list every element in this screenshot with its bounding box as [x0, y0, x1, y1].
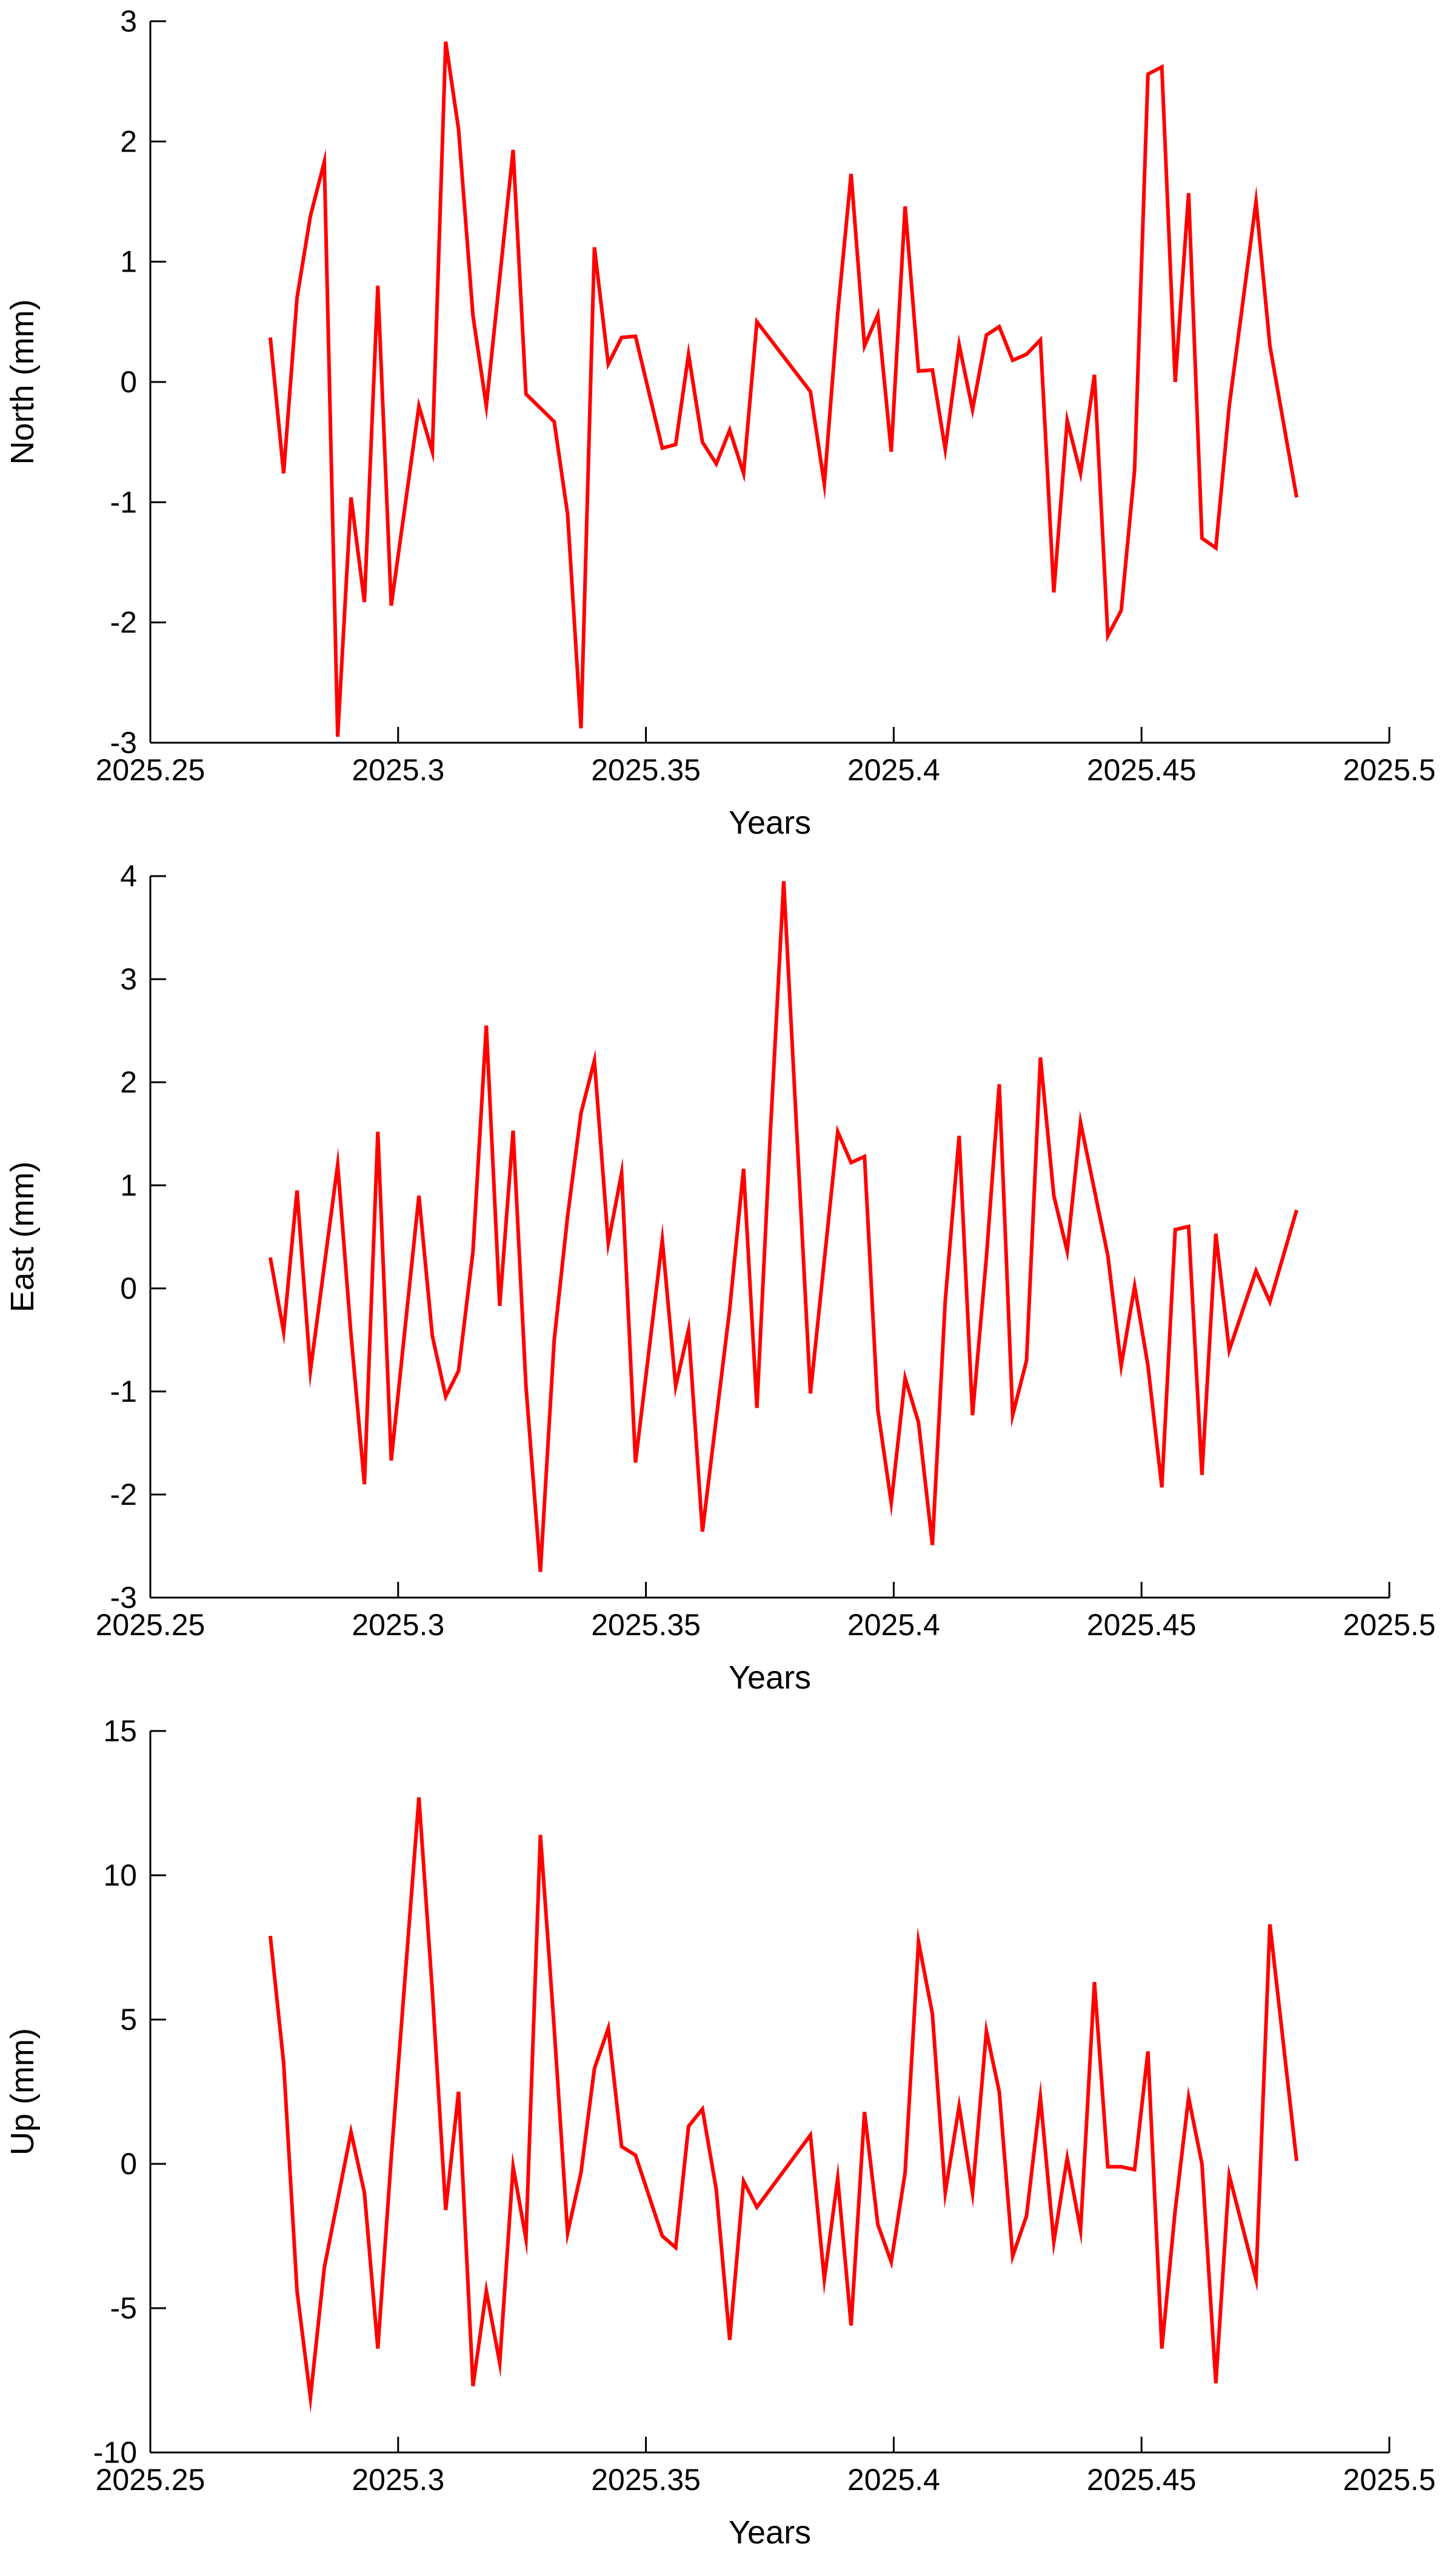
- north-series-line: [268, 41, 1299, 737]
- y-tick-label: 1: [120, 245, 137, 279]
- y-tick-label: 15: [103, 1714, 137, 1748]
- x-tick-label: 2025.25: [96, 2463, 205, 2497]
- y-tick-label: -3: [110, 726, 137, 760]
- y-tick-label: -3: [110, 1581, 137, 1615]
- up-series-line: [268, 1797, 1299, 2414]
- x-tick-label: 2025.4: [847, 1608, 940, 1642]
- y-tick-label: 4: [120, 859, 137, 893]
- north-component-chart: 2025.25 2025.3 2025.35 2025.4 2025.45 2025.5 -…: [4, 4, 1435, 841]
- y-tick-label: -1: [110, 485, 137, 519]
- x-axis-title: Years: [729, 2514, 811, 2551]
- y-tick-label: 0: [120, 365, 137, 399]
- x-tick-label: 2025.35: [591, 2463, 701, 2497]
- x-tick-label: 2025.4: [847, 2463, 940, 2497]
- y-tick-label: 1: [120, 1168, 137, 1202]
- x-tick-label: 2025.5: [1343, 2463, 1436, 2497]
- y-tick-label: -2: [110, 1478, 137, 1511]
- x-axis-title: Years: [729, 805, 811, 841]
- east-series-line: [268, 881, 1298, 1572]
- east-component-chart: 2025.25 2025.3 2025.35 2025.4 2025.45 2025.5 -…: [4, 859, 1435, 1696]
- x-tick-label: 2025.35: [591, 1608, 701, 1642]
- x-tick-label: 2025.45: [1087, 753, 1197, 787]
- y-tick-label: 10: [103, 1858, 137, 1892]
- y-tick-label: -10: [93, 2435, 137, 2469]
- x-tick-label: 2025.3: [352, 753, 444, 787]
- x-tick-label: 2025.35: [591, 753, 701, 787]
- x-axis-title: Years: [729, 1659, 811, 1696]
- y-tick-label: -5: [110, 2291, 137, 2325]
- x-tick-label: 2025.25: [96, 1608, 205, 1642]
- x-tick-label: 2025.45: [1087, 2463, 1197, 2497]
- y-tick-label: 2: [120, 124, 137, 158]
- x-tick-label: 2025.5: [1343, 753, 1436, 787]
- y-tick-label: 5: [120, 2003, 137, 2037]
- y-tick-label: 3: [120, 4, 137, 38]
- y-tick-label: 0: [120, 2147, 137, 2181]
- y-tick-label: 2: [120, 1065, 137, 1099]
- y-tick-label: 0: [120, 1271, 137, 1305]
- x-tick-label: 2025.4: [847, 753, 940, 787]
- up-component-chart: 2025.25 2025.3 2025.35 2025.4 2025.45 2025.5 -…: [4, 1714, 1435, 2551]
- y-tick-label: -2: [110, 606, 137, 640]
- y-tick-label: -1: [110, 1374, 137, 1408]
- x-tick-label: 2025.45: [1087, 1608, 1197, 1642]
- x-tick-label: 2025.25: [96, 753, 205, 787]
- x-tick-label: 2025.3: [352, 2463, 444, 2497]
- y-axis-title: East (mm): [4, 1162, 41, 1313]
- x-tick-label: 2025.5: [1343, 1608, 1436, 1642]
- y-axis-title: North (mm): [4, 300, 41, 465]
- y-tick-label: 3: [120, 962, 137, 996]
- x-tick-label: 2025.3: [352, 1608, 444, 1642]
- y-axis-title: Up (mm): [4, 2028, 41, 2155]
